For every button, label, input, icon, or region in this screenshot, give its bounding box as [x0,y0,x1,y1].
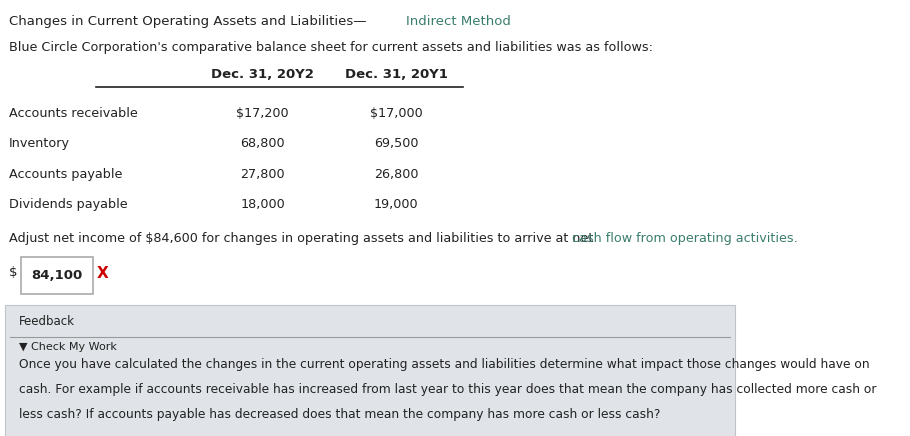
Text: cash. For example if accounts receivable has increased from last year to this ye: cash. For example if accounts receivable… [18,383,876,396]
Text: Accounts receivable: Accounts receivable [9,107,137,120]
Text: Accounts payable: Accounts payable [9,168,122,181]
Text: ▼ Check My Work: ▼ Check My Work [18,342,116,352]
Text: 27,800: 27,800 [240,168,285,181]
Text: Once you have calculated the changes in the current operating assets and liabili: Once you have calculated the changes in … [18,358,869,371]
Text: $17,000: $17,000 [369,107,422,120]
Text: 84,100: 84,100 [31,269,83,282]
Text: Changes in Current Operating Assets and Liabilities—: Changes in Current Operating Assets and … [9,15,367,28]
Text: Dividends payable: Dividends payable [9,198,127,211]
Text: 69,500: 69,500 [374,137,419,150]
Text: X: X [96,266,108,281]
Text: 19,000: 19,000 [374,198,419,211]
Text: Dec. 31, 20Y2: Dec. 31, 20Y2 [211,68,314,81]
Text: Feedback: Feedback [18,315,75,328]
Text: Adjust net income of $84,600 for changes in operating assets and liabilities to : Adjust net income of $84,600 for changes… [9,232,597,245]
FancyBboxPatch shape [5,305,735,436]
Text: $17,200: $17,200 [237,107,289,120]
Text: cash flow from operating activities.: cash flow from operating activities. [572,232,798,245]
Text: 68,800: 68,800 [240,137,285,150]
Text: Blue Circle Corporation's comparative balance sheet for current assets and liabi: Blue Circle Corporation's comparative ba… [9,41,652,54]
Text: $: $ [9,266,17,279]
Text: less cash? If accounts payable has decreased does that mean the company has more: less cash? If accounts payable has decre… [18,408,660,421]
Text: 26,800: 26,800 [374,168,419,181]
Text: Indirect Method: Indirect Method [406,15,511,28]
Text: 18,000: 18,000 [240,198,285,211]
Text: Dec. 31, 20Y1: Dec. 31, 20Y1 [345,68,448,81]
Text: Inventory: Inventory [9,137,70,150]
FancyBboxPatch shape [21,257,93,294]
